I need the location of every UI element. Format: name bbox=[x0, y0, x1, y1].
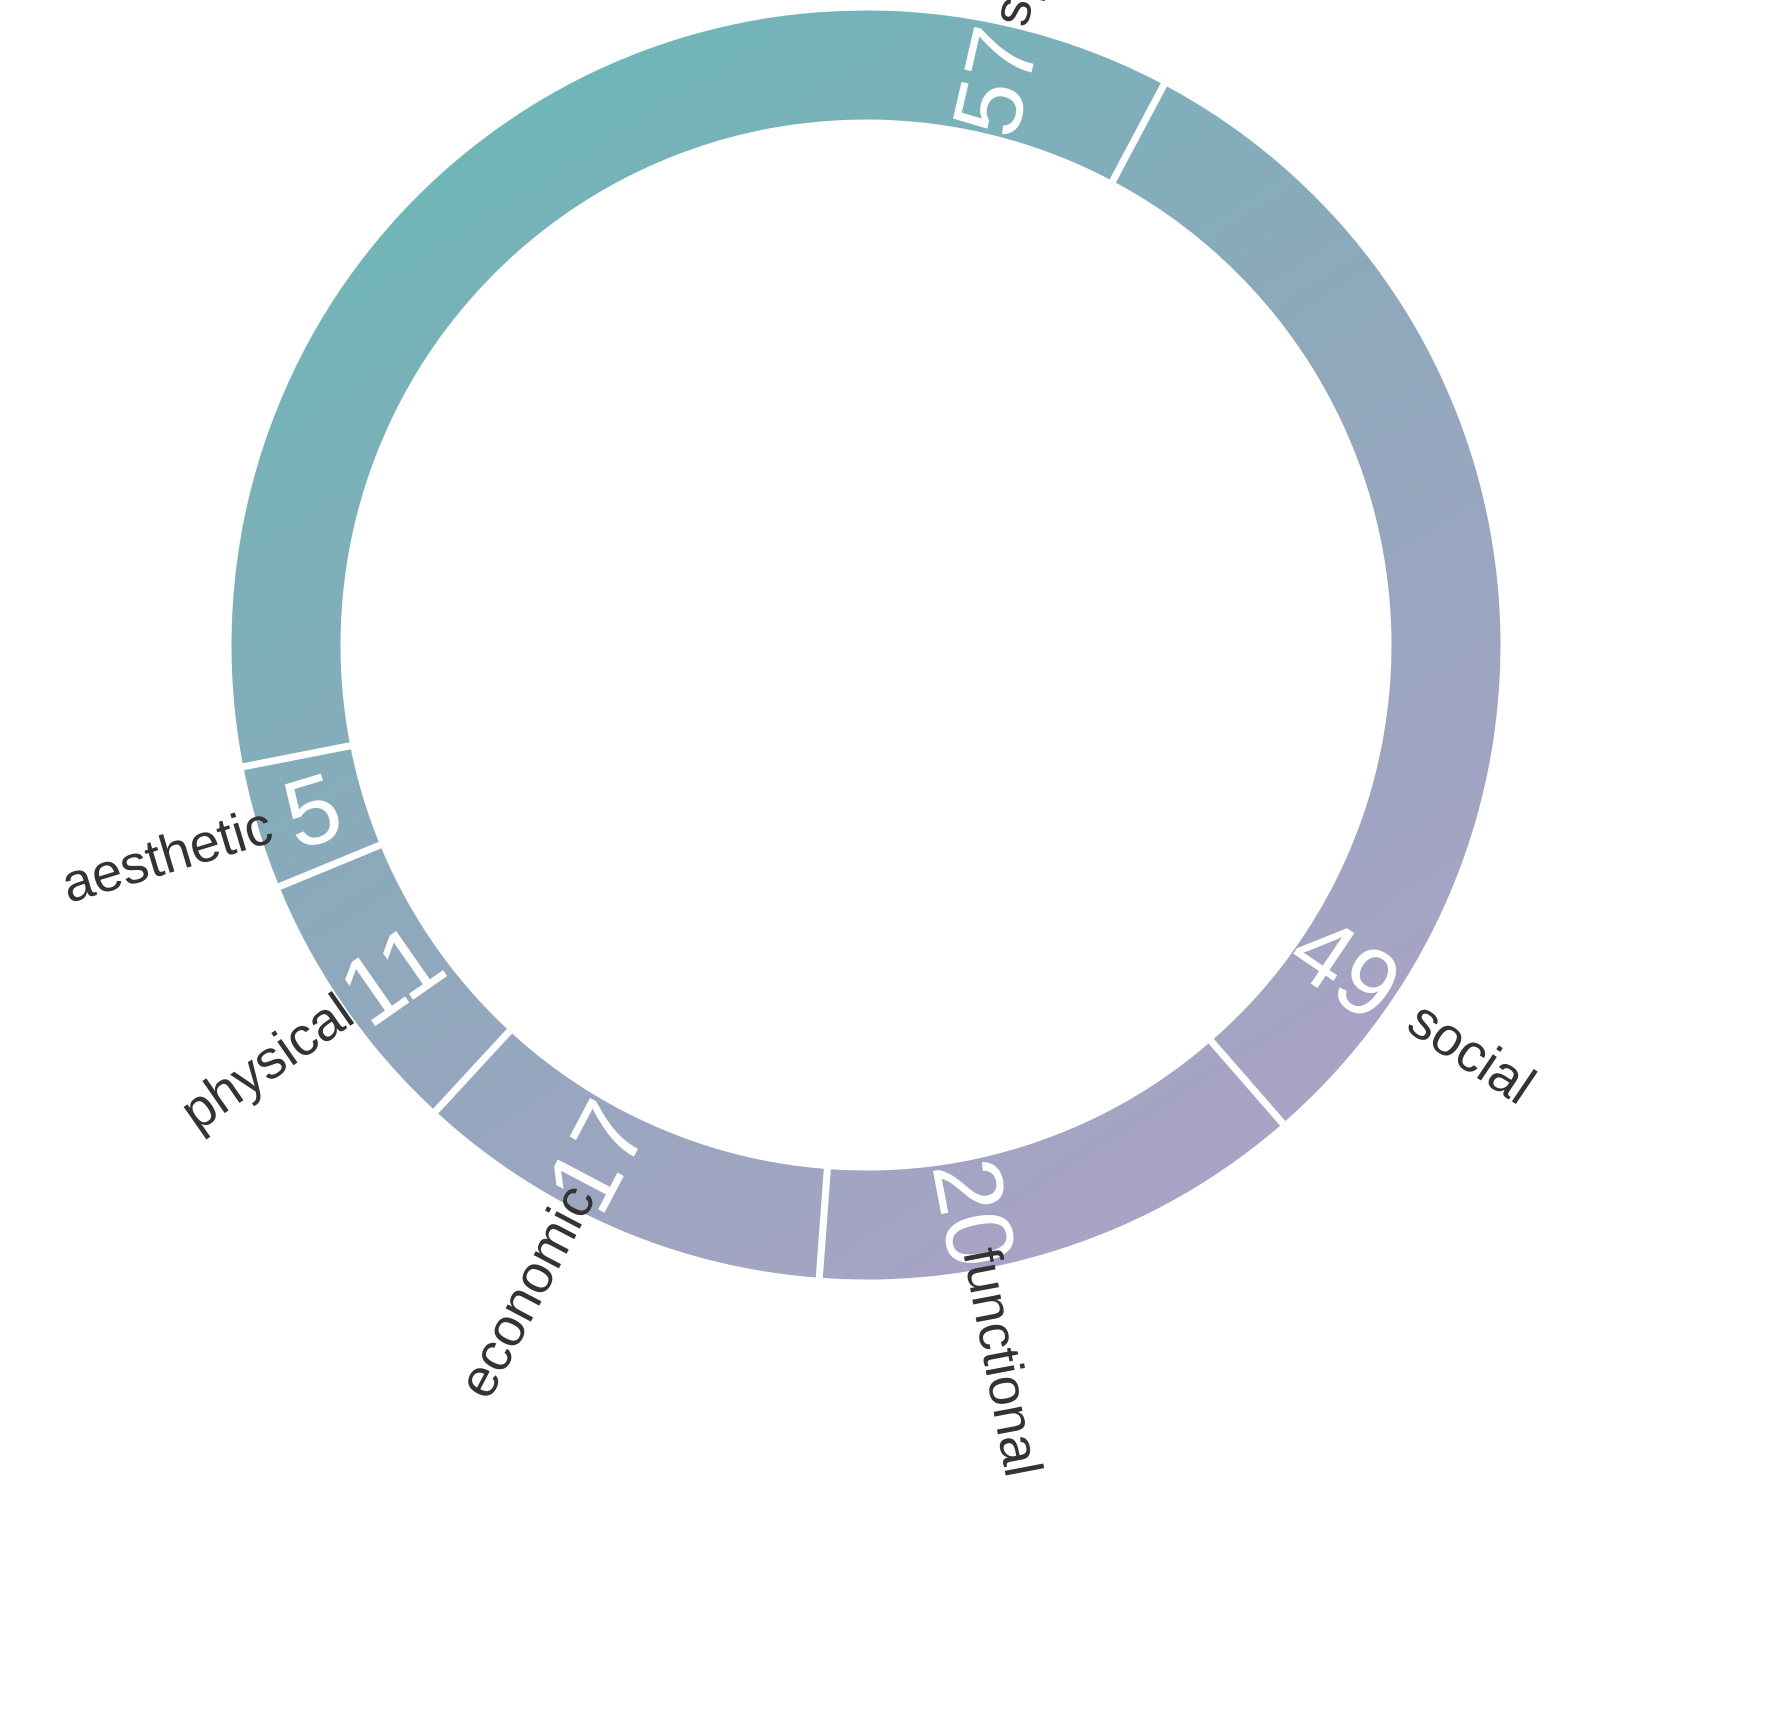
value-label-spiritual: 57 bbox=[932, 18, 1060, 146]
category-label-functional: functional bbox=[951, 1243, 1053, 1481]
category-label-social: social bbox=[1398, 989, 1546, 1116]
slice-social bbox=[1106, 76, 1508, 1132]
slice-spiritual bbox=[224, 3, 1171, 772]
slice-functional bbox=[815, 1033, 1290, 1287]
category-label-aesthetic: aesthetic bbox=[55, 795, 279, 915]
category-label-economic: economic bbox=[446, 1175, 607, 1407]
donut-slices bbox=[224, 3, 1508, 1287]
category-label-physical: physical bbox=[170, 982, 364, 1143]
value-label-functional: 20 bbox=[912, 1150, 1037, 1275]
